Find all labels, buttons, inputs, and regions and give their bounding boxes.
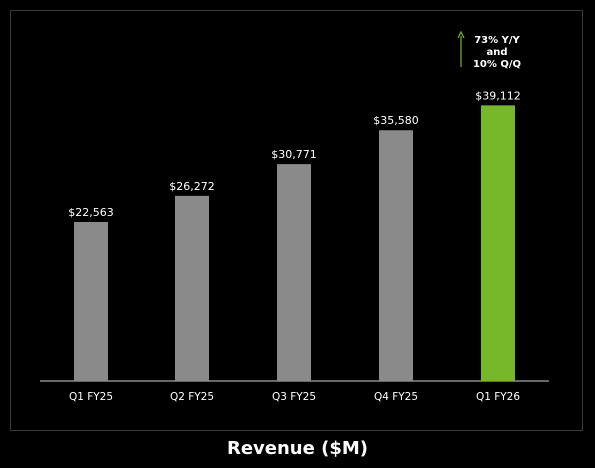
growth-annotation-line: 73% Y/Y (474, 35, 520, 46)
bar-q4-fy25 (379, 130, 413, 381)
value-label: $26,272 (169, 180, 215, 193)
value-label: $39,112 (475, 89, 521, 102)
value-label: $22,563 (68, 206, 114, 219)
growth-annotation-line: and (486, 47, 507, 58)
chart-title: Revenue ($M) (226, 438, 368, 459)
x-tick-label: Q2 FY25 (170, 391, 214, 403)
x-tick-label: Q1 FY26 (476, 391, 520, 403)
value-label: $30,771 (271, 148, 317, 161)
x-tick-label: Q3 FY25 (272, 391, 316, 403)
growth-annotation-line: 10% Q/Q (473, 59, 521, 70)
value-label: $35,580 (373, 114, 419, 127)
x-tick-label: Q4 FY25 (374, 391, 418, 403)
growth-arrow-head-icon (457, 30, 465, 39)
bar-q2-fy25 (175, 195, 209, 381)
bar-q1-fy26 (481, 105, 515, 382)
bar-q3-fy25 (277, 164, 311, 381)
x-tick-label: Q1 FY25 (69, 391, 113, 403)
bar-q1-fy25 (74, 221, 108, 381)
